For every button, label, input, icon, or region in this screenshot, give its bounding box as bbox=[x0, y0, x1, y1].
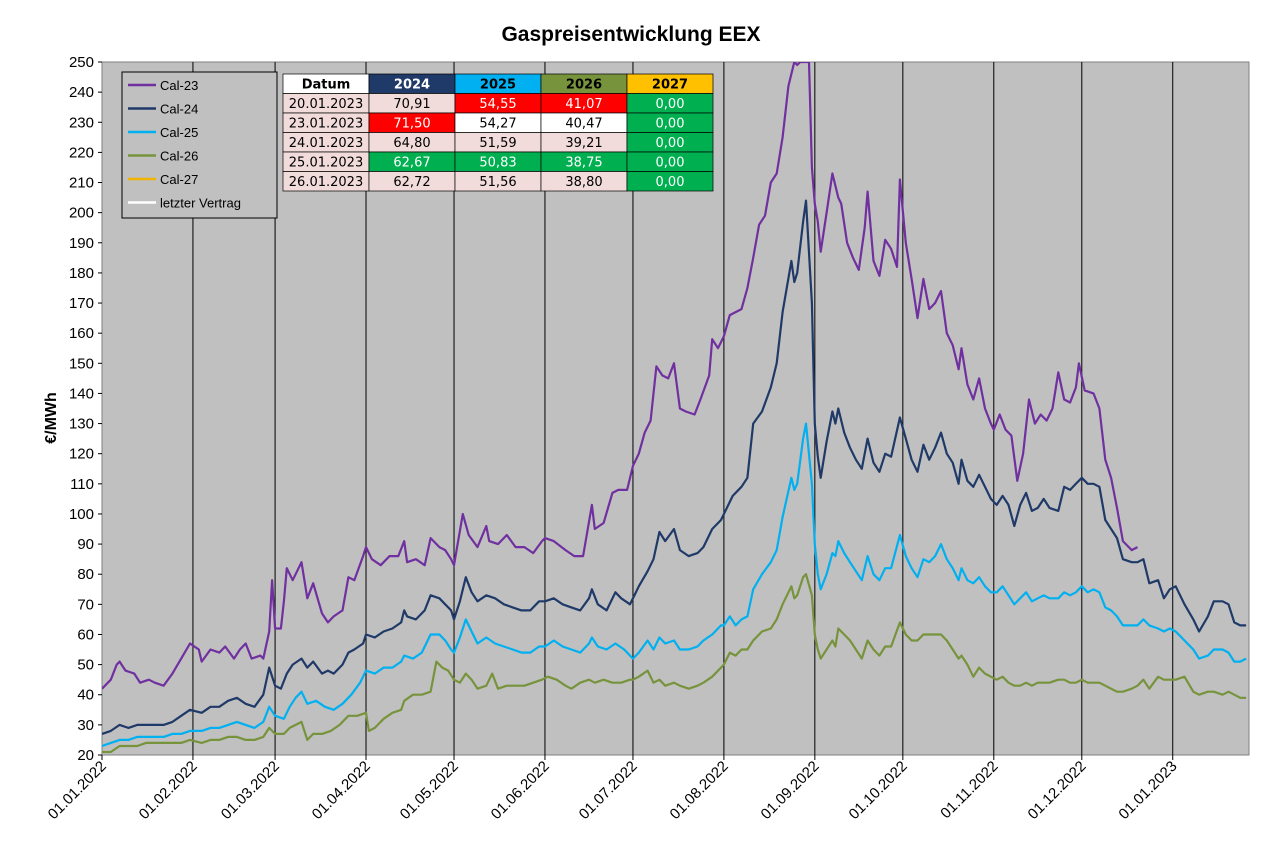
table-header-label: 2024 bbox=[394, 78, 430, 93]
table-cell-value: 51,56 bbox=[479, 175, 516, 190]
y-tick-label: 120 bbox=[69, 446, 94, 463]
y-tick-label: 240 bbox=[69, 84, 94, 101]
table-cell-value: 40,47 bbox=[565, 117, 602, 132]
table-cell-value: 70,91 bbox=[393, 97, 430, 112]
table-cell-value: 0,00 bbox=[656, 97, 685, 112]
table-header-label: 2025 bbox=[480, 78, 516, 93]
chart-title: Gaspreisentwicklung EEX bbox=[501, 23, 760, 46]
table-cell-value: 38,75 bbox=[565, 156, 602, 171]
table-cell-value: 0,00 bbox=[656, 136, 685, 151]
legend: Cal-23 Cal-24 Cal-25 Cal-26 Cal-27 letzter Ve… bbox=[121, 71, 278, 219]
y-tick-label: 50 bbox=[77, 657, 94, 674]
table-cell-value: 0,00 bbox=[656, 156, 685, 171]
x-tick-label: 01.10.2022 bbox=[846, 758, 911, 823]
series-line-cal-26 bbox=[102, 573, 1247, 754]
table-cell-value: 24.01.2023 bbox=[289, 136, 363, 151]
y-tick-label: 130 bbox=[69, 416, 94, 433]
y-tick-label: 220 bbox=[69, 144, 94, 161]
x-tick-label: 01.08.2022 bbox=[667, 758, 732, 823]
y-tick-label: 230 bbox=[69, 114, 94, 131]
series-line-cal-23 bbox=[102, 62, 1139, 690]
table-cell-value: 0,00 bbox=[656, 175, 685, 190]
table-cell-value: 38,80 bbox=[565, 175, 602, 190]
table-cell-value: 26.01.2023 bbox=[289, 175, 363, 190]
x-tick-label: 01.05.2022 bbox=[397, 758, 462, 823]
y-tick-label: 170 bbox=[69, 295, 94, 312]
x-tick-label: 01.04.2022 bbox=[309, 758, 374, 823]
table-header-label: 2027 bbox=[652, 78, 688, 93]
y-tick-label: 210 bbox=[69, 175, 94, 192]
table-cell bbox=[626, 171, 714, 192]
y-tick-label: 180 bbox=[69, 265, 94, 282]
y-tick-label: 90 bbox=[77, 536, 94, 553]
x-tick-label: 01.12.2022 bbox=[1025, 758, 1090, 823]
x-tick-label: 01.03.2022 bbox=[218, 758, 283, 823]
series-line-cal-24 bbox=[102, 199, 1247, 735]
table-cell-value: 51,59 bbox=[479, 136, 516, 151]
table-cell-value: 62,72 bbox=[393, 175, 430, 190]
x-tick-label: 01.06.2022 bbox=[488, 758, 553, 823]
table-cell-value: 54,55 bbox=[479, 97, 516, 112]
x-axis-ticks: 01.01.2022 01.02.2022 01.03.2022 01.04.2022… bbox=[45, 755, 1181, 823]
table-cell-value: 39,21 bbox=[565, 136, 602, 151]
y-tick-label: 80 bbox=[77, 566, 94, 583]
legend-label: letzter Vertrag bbox=[160, 196, 241, 211]
y-tick-label: 160 bbox=[69, 325, 94, 342]
series-layer bbox=[102, 62, 1247, 754]
table-cell-value: 71,50 bbox=[393, 117, 430, 132]
x-tick-label: 01.01.2023 bbox=[1115, 758, 1180, 823]
legend-box bbox=[121, 71, 278, 219]
table-cell-value: 0,00 bbox=[656, 117, 685, 132]
x-tick-label: 01.11.2022 bbox=[937, 758, 1001, 822]
y-tick-label: 30 bbox=[77, 717, 94, 734]
y-tick-label: 250 bbox=[69, 54, 94, 71]
legend-label: Cal-27 bbox=[160, 172, 198, 187]
legend-label: Cal-26 bbox=[160, 149, 198, 164]
x-tick-label: 01.09.2022 bbox=[758, 758, 823, 823]
y-tick-label: 110 bbox=[70, 476, 94, 493]
table-cell-value: 50,83 bbox=[479, 156, 516, 171]
y-tick-label: 60 bbox=[77, 626, 94, 643]
y-tick-label: 150 bbox=[69, 355, 94, 372]
y-tick-label: 70 bbox=[77, 596, 94, 613]
y-tick-label: 140 bbox=[69, 385, 94, 402]
legend-label: Cal-25 bbox=[160, 125, 198, 140]
table-header-label: 2026 bbox=[566, 78, 602, 93]
table-cell-value: 25.01.2023 bbox=[289, 156, 363, 171]
y-axis-label: €/MWh bbox=[43, 392, 60, 444]
table-cell-value: 23.01.2023 bbox=[289, 117, 363, 132]
table-cell-value: 62,67 bbox=[393, 156, 430, 171]
x-tick-label: 01.07.2022 bbox=[576, 758, 641, 823]
table-header-label: Datum bbox=[302, 78, 351, 93]
y-tick-label: 100 bbox=[69, 506, 94, 523]
y-tick-label: 200 bbox=[69, 205, 94, 222]
y-axis-ticks: 20 30 40 50 60 70 80 90 100 110 120 130 140 150 160 170… bbox=[69, 54, 102, 764]
y-tick-label: 20 bbox=[77, 747, 94, 764]
legend-label: Cal-24 bbox=[160, 102, 198, 117]
series-line-cal-25 bbox=[102, 422, 1247, 748]
x-tick-label: 01.02.2022 bbox=[136, 758, 201, 823]
table-cell-value: 41,07 bbox=[565, 97, 602, 112]
table-cell-value: 64,80 bbox=[393, 136, 430, 151]
y-tick-label: 40 bbox=[77, 687, 94, 704]
price-table: Datum 2024 2025 2026 2027 20.01.2023 70,91 54,5… bbox=[282, 73, 714, 192]
legend-label: Cal-23 bbox=[160, 78, 198, 93]
x-tick-label: 01.01.2022 bbox=[45, 758, 110, 823]
y-tick-label: 190 bbox=[69, 235, 94, 252]
table-cell-value: 20.01.2023 bbox=[289, 97, 363, 112]
table-cell-value: 54,27 bbox=[479, 117, 516, 132]
